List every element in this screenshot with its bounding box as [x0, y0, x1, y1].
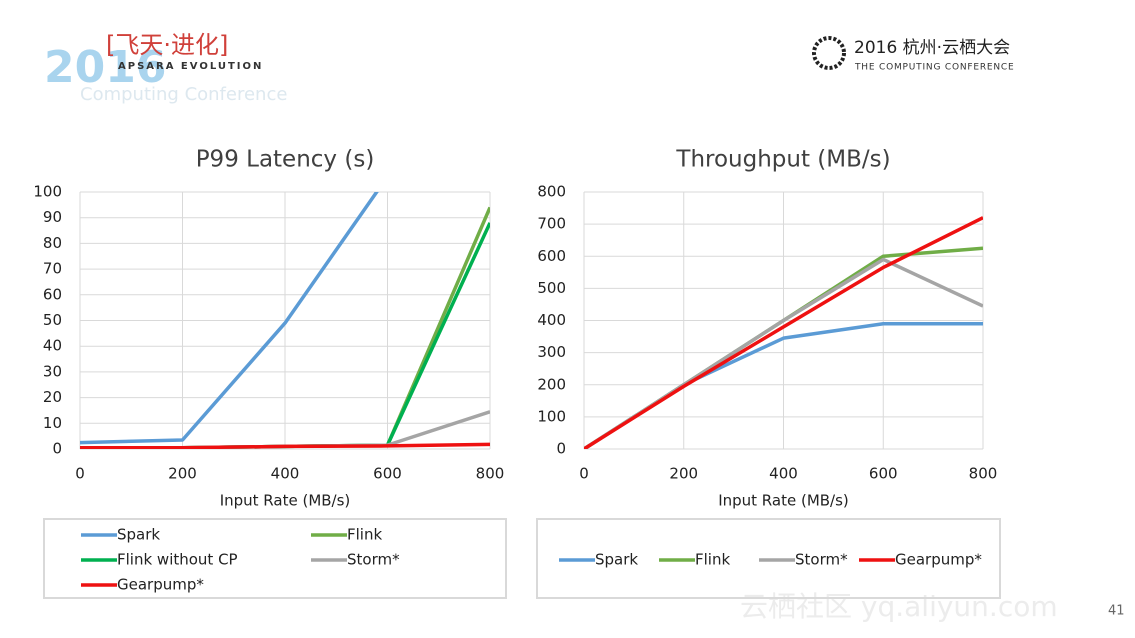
y-tick-label: 300 — [537, 343, 566, 361]
x-tick-label: 800 — [476, 465, 505, 483]
x-axis-title: Input Rate (MB/s) — [718, 492, 849, 510]
logo-tagline: Computing Conference — [80, 84, 287, 105]
y-tick-label: 50 — [43, 311, 62, 329]
y-tick-label: 0 — [556, 440, 566, 458]
x-tick-label: 200 — [669, 465, 698, 483]
plot-area — [80, 192, 490, 449]
legend-label: Flink — [695, 551, 730, 569]
x-tick-label: 200 — [168, 465, 197, 483]
x-tick-label: 0 — [579, 465, 589, 483]
legend-label: Storm* — [347, 551, 400, 569]
y-tick-label: 60 — [43, 285, 62, 303]
x-tick-label: 400 — [769, 465, 798, 483]
y-tick-label: 10 — [43, 414, 62, 432]
legend-label: Storm* — [795, 551, 848, 569]
event-title: 2016 杭州·云栖大会 — [854, 38, 1010, 58]
y-tick-label: 500 — [537, 279, 566, 297]
y-tick-label: 40 — [43, 337, 62, 355]
chart-title: Throughput (MB/s) — [675, 147, 890, 173]
series-line — [80, 442, 490, 449]
y-tick-label: 0 — [52, 440, 62, 458]
y-tick-label: 90 — [43, 208, 62, 226]
legend-label: Flink without CP — [117, 551, 238, 569]
y-tick-label: 100 — [33, 183, 62, 201]
y-tick-label: 200 — [537, 375, 566, 393]
plot-area — [584, 216, 983, 449]
watermark: 云栖社区 yq.aliyun.com — [740, 590, 1058, 623]
legend-label: Flink — [347, 526, 382, 544]
y-tick-label: 100 — [537, 407, 566, 425]
y-tick-label: 80 — [43, 234, 62, 252]
y-tick-label: 30 — [43, 362, 62, 380]
legend-label: Gearpump* — [117, 576, 204, 594]
series-line — [80, 192, 379, 445]
logo-title: [飞天·进化] — [106, 31, 228, 59]
x-axis-title: Input Rate (MB/s) — [220, 492, 351, 510]
legend-label: Spark — [595, 551, 638, 569]
page-number: 41 — [1108, 604, 1125, 619]
y-tick-label: 400 — [537, 311, 566, 329]
y-tick-label: 20 — [43, 388, 62, 406]
y-tick-label: 70 — [43, 260, 62, 278]
logo-subtitle: APSARA EVOLUTION — [118, 61, 263, 72]
x-tick-label: 400 — [271, 465, 300, 483]
chart-title: P99 Latency (s) — [196, 147, 375, 173]
series-line — [584, 216, 983, 449]
x-tick-label: 0 — [75, 465, 85, 483]
legend-label: Spark — [117, 526, 160, 544]
y-tick-label: 600 — [537, 247, 566, 265]
x-tick-label: 800 — [969, 465, 998, 483]
legend-box — [43, 518, 507, 599]
x-tick-label: 600 — [373, 465, 402, 483]
legend-box — [536, 518, 1001, 599]
x-tick-label: 600 — [869, 465, 898, 483]
y-tick-label: 700 — [537, 215, 566, 233]
legend-label: Gearpump* — [895, 551, 982, 569]
y-tick-label: 800 — [537, 183, 566, 201]
logo-year: 2016 — [44, 42, 166, 93]
event-logo — [812, 36, 846, 70]
event-subtitle: THE COMPUTING CONFERENCE — [854, 63, 1015, 73]
